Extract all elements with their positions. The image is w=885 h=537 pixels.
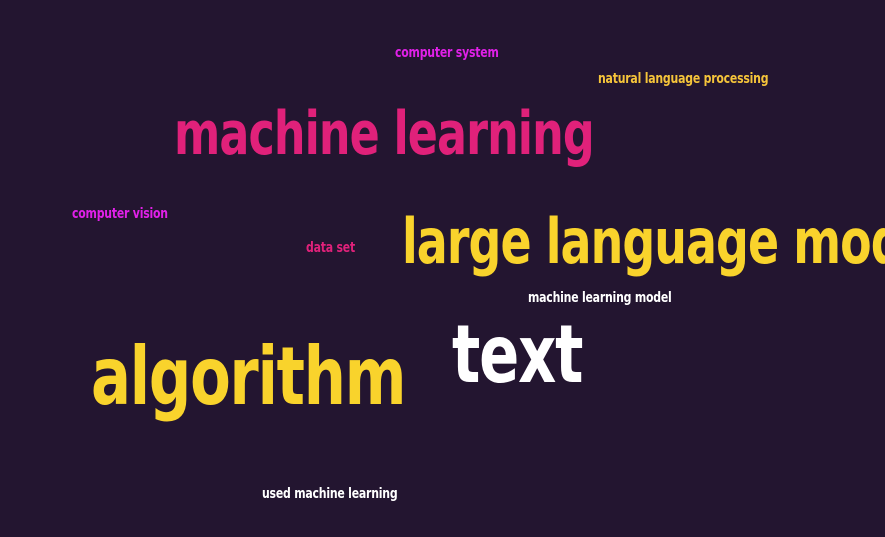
- word-data-set: data set: [306, 240, 355, 256]
- word-computer-vision: computer vision: [72, 206, 168, 222]
- word-algorithm: algorithm: [91, 330, 406, 423]
- word-machine-learning-model: machine learning model: [528, 290, 672, 306]
- word-used-machine-learning: used machine learning: [262, 486, 398, 502]
- word-natural-language-processing: natural language processing: [598, 71, 769, 87]
- word-computer-system: computer system: [395, 45, 499, 61]
- word-machine-learning: machine learning: [174, 99, 595, 169]
- word-large-language-model: large language model: [402, 205, 885, 278]
- word-text: text: [452, 308, 583, 401]
